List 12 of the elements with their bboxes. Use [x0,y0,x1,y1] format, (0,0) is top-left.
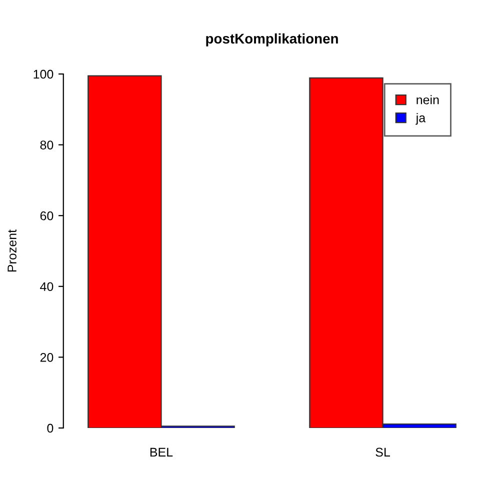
y-tick-label: 100 [34,70,54,79]
legend-label: ja [416,113,426,125]
chart-title: postKomplikationen [206,33,338,46]
y-tick-label: 40 [40,282,54,292]
y-tick-label: 60 [40,211,54,220]
y-tick-label: 0 [47,424,54,433]
y-axis-title: Prozent [8,230,16,272]
y-tick-label: 20 [40,353,54,362]
x-tick-label: BEL [150,448,173,457]
x-tick-label: SL [376,448,390,457]
legend-label: nein [416,95,439,104]
y-tick-label: 80 [40,140,54,150]
